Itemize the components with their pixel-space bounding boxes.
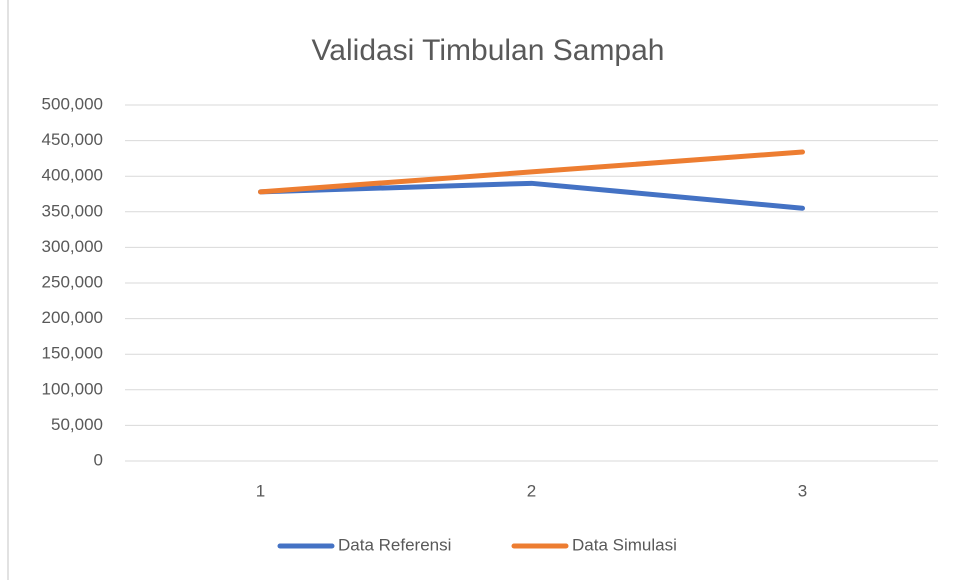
- x-tick-label: 3: [798, 481, 807, 500]
- legend-label: Data Simulasi: [572, 535, 677, 554]
- y-tick-label: 0: [94, 450, 103, 469]
- y-tick-label: 300,000: [42, 237, 103, 256]
- series-line: [258, 180, 805, 211]
- chart-title: Validasi Timbulan Sampah: [312, 34, 665, 67]
- y-tick-label: 50,000: [51, 415, 103, 434]
- y-tick-label: 250,000: [42, 272, 103, 291]
- series-line: [258, 149, 805, 195]
- y-tick-label: 500,000: [42, 94, 103, 113]
- y-tick-label: 150,000: [42, 344, 103, 363]
- y-tick-label: 100,000: [42, 379, 103, 398]
- y-tick-label: 400,000: [42, 166, 103, 185]
- x-tick-label: 1: [256, 481, 265, 500]
- y-tick-label: 450,000: [42, 130, 103, 149]
- y-tick-label: 350,000: [42, 201, 103, 220]
- legend-label: Data Referensi: [338, 535, 451, 554]
- y-tick-label: 200,000: [42, 308, 103, 327]
- x-tick-label: 2: [527, 481, 536, 500]
